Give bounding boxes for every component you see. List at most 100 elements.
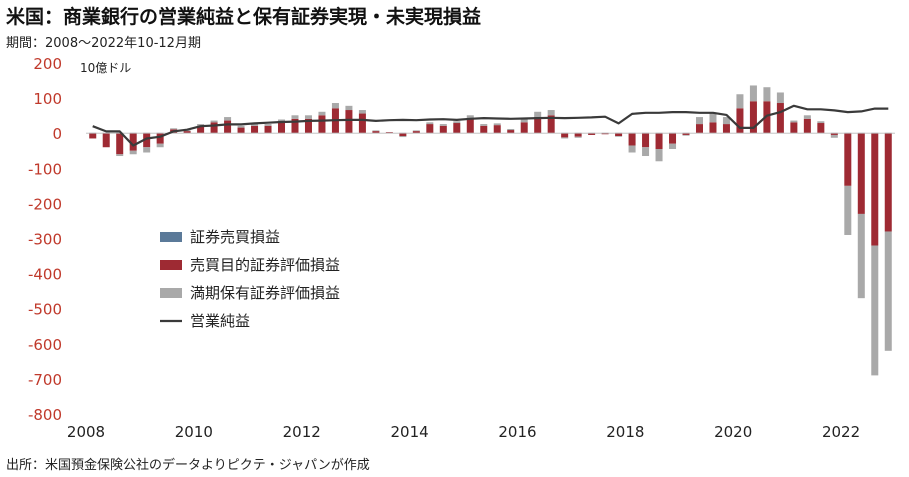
bar-htm-valuation <box>426 122 434 125</box>
bar-trading-valuation <box>615 133 623 137</box>
bar-trading-valuation <box>358 113 366 133</box>
bar-htm-valuation <box>237 125 245 128</box>
bar-trading-valuation <box>372 131 380 133</box>
legend-swatch <box>160 260 182 270</box>
legend-label: 満期保有証券評価損益 <box>190 284 340 302</box>
legend-swatch <box>160 288 182 298</box>
y-tick-label: -600 <box>28 336 62 354</box>
bar-trading-valuation <box>224 120 232 133</box>
bar-htm-valuation <box>574 136 582 138</box>
bar-htm-valuation <box>439 124 447 126</box>
bar-htm-valuation <box>884 231 892 351</box>
bar-htm-valuation <box>331 103 339 109</box>
bar-trading-valuation <box>439 125 447 133</box>
bar-trading-valuation <box>264 125 272 133</box>
y-tick-label: -700 <box>28 371 62 389</box>
x-tick-label: 2014 <box>391 423 429 441</box>
bar-trading-valuation <box>291 118 299 133</box>
bar-htm-valuation <box>749 85 757 102</box>
bar-htm-valuation <box>129 150 137 155</box>
bar-htm-valuation <box>722 117 730 125</box>
x-tick-label: 2018 <box>606 423 644 441</box>
bar-trading-valuation <box>116 133 124 155</box>
bar-htm-valuation <box>318 111 326 116</box>
x-tick-label: 2010 <box>175 423 213 441</box>
bar-htm-valuation <box>116 154 124 157</box>
y-tick-label: 100 <box>33 90 62 108</box>
bar-trading-valuation <box>534 117 542 133</box>
y-tick-label: -500 <box>28 301 62 319</box>
bar-trading-valuation <box>183 131 191 133</box>
bar-htm-valuation <box>817 121 825 124</box>
bar-htm-valuation <box>844 185 852 235</box>
bar-htm-valuation <box>143 147 151 153</box>
bar-trading-valuation <box>156 133 164 144</box>
bar-trading-valuation <box>601 133 609 135</box>
bar-htm-valuation <box>655 148 663 162</box>
bar-htm-valuation <box>534 111 542 118</box>
bar-htm-valuation <box>790 120 798 123</box>
bar-htm-valuation <box>561 137 569 139</box>
y-tick-label: 200 <box>33 55 62 73</box>
bar-trading-valuation <box>588 133 596 135</box>
bar-trading-valuation <box>278 122 286 133</box>
bar-trading-valuation <box>844 133 852 186</box>
bar-htm-valuation <box>669 143 677 149</box>
y-tick-label: -300 <box>28 231 62 249</box>
bar-htm-valuation <box>304 115 312 119</box>
y-unit-label: 10億ドル <box>80 61 131 75</box>
bar-trading-valuation <box>749 101 757 133</box>
bar-trading-valuation <box>574 133 582 137</box>
bar-trading-valuation <box>628 133 636 146</box>
bar-trading-valuation <box>345 110 353 133</box>
bar-trading-valuation <box>722 124 730 133</box>
bar-trading-valuation <box>857 133 865 214</box>
bar-trading-valuation <box>642 133 650 148</box>
bar-htm-valuation <box>695 117 703 125</box>
bar-htm-valuation <box>615 136 623 137</box>
bar-trading-valuation <box>547 115 555 133</box>
legend-label: 売買目的証券評価損益 <box>190 256 340 274</box>
chart-source: 出所：米国預金保険公社のデータよりピクテ・ジャパンが作成 <box>6 458 370 473</box>
bar-htm-valuation <box>642 147 650 157</box>
bar-trading-valuation <box>426 124 434 133</box>
bar-htm-valuation <box>871 245 879 376</box>
bar-trading-valuation <box>669 133 677 144</box>
bar-trading-valuation <box>102 133 110 148</box>
bar-trading-valuation <box>385 132 393 133</box>
bar-trading-valuation <box>304 118 312 133</box>
x-tick-label: 2012 <box>283 423 321 441</box>
y-tick-label: -800 <box>28 406 62 424</box>
bar-trading-valuation <box>736 108 744 133</box>
legend-label: 営業純益 <box>190 312 250 330</box>
bar-trading-valuation <box>129 133 137 151</box>
bar-htm-valuation <box>507 128 515 131</box>
bar-htm-valuation <box>358 110 366 114</box>
bar-htm-valuation <box>628 145 636 153</box>
x-tick-label: 2016 <box>498 423 536 441</box>
bar-htm-valuation <box>480 124 488 126</box>
bar-trading-valuation <box>803 118 811 133</box>
bar-htm-valuation <box>466 115 474 119</box>
bar-htm-valuation <box>736 94 744 109</box>
bar-htm-valuation <box>210 120 218 123</box>
bar-htm-valuation <box>251 124 259 126</box>
x-tick-label: 2020 <box>714 423 752 441</box>
bar-htm-valuation <box>709 113 717 123</box>
bar-trading-valuation <box>237 127 245 133</box>
bar-htm-valuation <box>803 115 811 119</box>
line-operating-profit <box>92 104 889 147</box>
bar-htm-valuation <box>520 118 528 123</box>
bar-htm-valuation <box>682 134 690 136</box>
bar-trading-valuation <box>453 123 461 133</box>
bar-trading-valuation <box>682 133 690 135</box>
legend-swatch <box>160 232 182 242</box>
bar-trading-valuation <box>695 124 703 133</box>
bar-trading-valuation <box>790 122 798 133</box>
bar-htm-valuation <box>399 136 407 138</box>
bar-htm-valuation <box>412 130 420 132</box>
bar-trading-valuation <box>89 133 97 139</box>
bar-trading-valuation <box>817 123 825 133</box>
bar-trading-valuation <box>776 103 784 133</box>
bar-htm-valuation <box>170 128 178 130</box>
